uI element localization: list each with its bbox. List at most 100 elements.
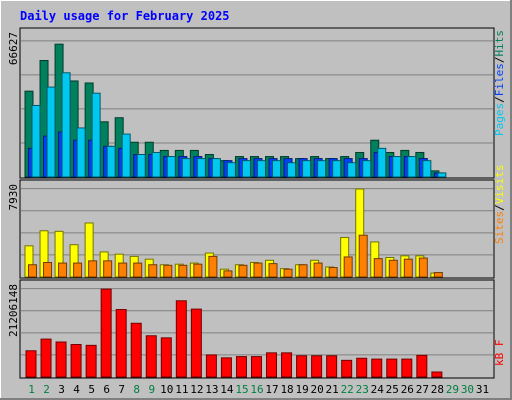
bar-kbytes-day-19	[296, 355, 308, 378]
x-tick-label: 5	[88, 383, 95, 396]
x-tick-label: 6	[103, 383, 110, 396]
x-tick-label: 23	[356, 383, 369, 396]
x-tick-label: 2	[43, 383, 50, 396]
bar-kbytes-day-5	[85, 344, 97, 378]
bar-sites-day-6	[103, 260, 113, 278]
x-tick-label: 22	[341, 383, 354, 396]
bar-pages-day-19	[302, 160, 312, 178]
series-kbytes	[25, 288, 443, 378]
bar-pages-day-28	[437, 172, 447, 178]
x-tick-label: 27	[416, 383, 429, 396]
legend-part: kB F	[493, 340, 506, 367]
bar-kbytes-day-23	[356, 357, 368, 378]
x-tick-label: 10	[160, 383, 173, 396]
bar-kbytes-day-22	[341, 359, 353, 378]
bar-pages-day-6	[106, 145, 116, 178]
x-tick-label: 20	[311, 383, 324, 396]
x-tick-label: 12	[190, 383, 203, 396]
bar-pages-day-21	[332, 160, 342, 178]
bar-pages-day-16	[256, 160, 266, 178]
bar-pages-day-15	[241, 160, 251, 178]
bar-sites-day-1	[28, 264, 37, 278]
bar-pages-day-10	[166, 156, 176, 178]
x-tick-label: 24	[371, 383, 385, 396]
bar-sites-day-26	[403, 258, 413, 278]
bar-kbytes-day-13	[205, 354, 217, 378]
legend-part: Visits	[493, 165, 506, 205]
bar-sites-day-11	[178, 264, 188, 278]
bar-pages-day-1	[31, 104, 41, 178]
bar-pages-day-5	[91, 92, 101, 178]
bar-kbytes-day-16	[250, 356, 262, 378]
bar-sites-day-7	[118, 262, 128, 278]
bar-kbytes-day-21	[326, 355, 338, 378]
series-sites	[28, 234, 443, 278]
legend-part: Sites	[493, 211, 506, 244]
bar-sites-day-23	[358, 234, 368, 278]
x-tick-label: 31	[476, 383, 489, 396]
bar-pages-day-24	[377, 147, 387, 178]
bar-kbytes-day-4	[70, 344, 82, 378]
bar-sites-day-15	[238, 264, 248, 278]
y-max-label: 7930	[7, 184, 20, 211]
x-tick-label: 8	[133, 383, 140, 396]
bar-kbytes-day-25	[386, 358, 398, 378]
chart-panels: 66627 7930 21206148	[7, 27, 495, 379]
x-tick-label: 28	[431, 383, 444, 396]
legend-pages-files-hits: Pages/Files/Hits	[493, 30, 506, 136]
bar-sites-day-2	[43, 262, 53, 278]
bar-kbytes-day-8	[130, 322, 142, 378]
bar-pages-day-18	[287, 162, 297, 178]
bar-kbytes-day-12	[190, 308, 202, 378]
bar-pages-day-26	[407, 156, 417, 178]
bar-kbytes-day-6	[100, 288, 112, 378]
bar-pages-day-22	[347, 162, 357, 178]
bar-kbytes-day-7	[115, 309, 127, 378]
bar-pages-day-4	[76, 127, 86, 178]
x-tick-label: 30	[461, 383, 474, 396]
panel-hits-files-pages: 66627	[7, 27, 495, 179]
legend-part: /	[493, 57, 506, 64]
bar-kbytes-day-11	[175, 300, 187, 378]
bar-sites-day-18	[283, 268, 293, 278]
x-tick-label: 15	[235, 383, 248, 396]
bar-sites-day-17	[268, 263, 278, 278]
bar-sites-day-12	[193, 263, 203, 278]
bar-pages-day-25	[392, 156, 402, 178]
bar-pages-day-20	[317, 160, 327, 178]
bar-kbytes-day-20	[311, 355, 323, 378]
bar-pages-day-7	[121, 133, 131, 178]
x-tick-label: 16	[250, 383, 263, 396]
legend-part: /	[493, 204, 506, 211]
x-tick-label: 13	[205, 383, 218, 396]
chart-title: Daily usage for February 2025	[20, 9, 230, 23]
bar-kbytes-day-14	[220, 357, 232, 378]
bar-sites-day-20	[313, 262, 323, 278]
x-tick-label: 26	[401, 383, 414, 396]
bar-pages-day-9	[151, 151, 161, 178]
bar-sites-day-28	[433, 272, 443, 278]
bar-pages-day-3	[61, 72, 71, 178]
bar-sites-day-16	[253, 262, 263, 278]
bar-kbytes-day-9	[145, 335, 157, 378]
x-tick-label: 19	[295, 383, 308, 396]
legend-part: Hits	[493, 30, 506, 57]
bar-sites-day-21	[328, 267, 338, 278]
x-tick-label: 14	[220, 383, 234, 396]
bar-sites-day-3	[58, 262, 68, 278]
bar-sites-day-8	[133, 262, 143, 278]
panel-visits-sites: 7930	[7, 179, 495, 279]
bar-pages-day-2	[46, 86, 56, 178]
bar-sites-day-22	[343, 256, 353, 278]
legend-part: Files	[493, 63, 506, 96]
legend-part: Pages	[493, 103, 506, 136]
bar-sites-day-13	[208, 255, 218, 278]
x-tick-label: 18	[280, 383, 293, 396]
panel-kbytes: 21206148	[7, 279, 495, 379]
panel-frame	[19, 179, 495, 279]
bar-kbytes-day-18	[281, 352, 293, 378]
bar-pages-day-8	[136, 154, 146, 178]
bar-kbytes-day-10	[160, 337, 172, 378]
